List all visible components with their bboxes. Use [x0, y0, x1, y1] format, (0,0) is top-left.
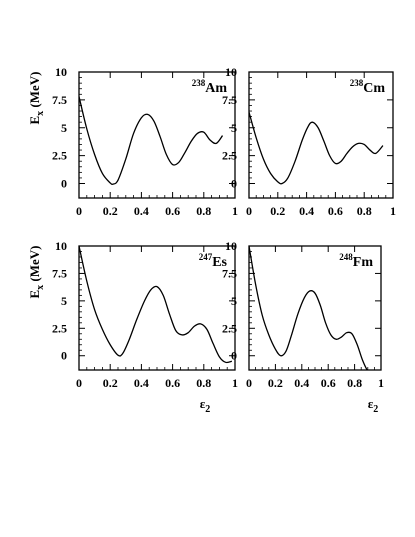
y-tick-label: 5 [231, 294, 237, 308]
y-tick-label: 0 [231, 349, 237, 363]
x-tick-label: 0.2 [103, 204, 118, 218]
x-tick-label: 0.2 [268, 376, 283, 390]
nucleus-element: Cm [363, 81, 385, 96]
x-tick-label: 0.8 [196, 204, 211, 218]
y-tick-label: 0 [61, 177, 67, 191]
nucleus-mass-number: 238 [192, 78, 206, 88]
nucleus-label: 238Cm [350, 78, 386, 96]
y-tick-label: 7.5 [222, 93, 237, 107]
x-tick-label: 0.8 [357, 204, 372, 218]
x-axis-title: ε2 [200, 396, 211, 415]
y-axis-symbol: E [27, 290, 42, 299]
y-axis-title: Ex (MeV) [27, 245, 46, 298]
nucleus-label: 248Fm [339, 252, 373, 270]
y-tick-label: 0 [231, 177, 237, 191]
x-axis-title: ε2 [368, 396, 379, 415]
x-axis-symbol: ε [200, 396, 206, 411]
panel-am-238: 0 2.5 5 7.5 10 0 0.2 0.4 0.6 0.8 1 238Am Ex (MeV) [27, 65, 238, 218]
x-tick-label: 1 [390, 204, 396, 218]
energy-curve-line [79, 246, 233, 364]
nucleus-mass-number: 238 [350, 78, 364, 88]
x-tick-label: 0.4 [134, 204, 149, 218]
x-axis-symbol: ε [368, 396, 374, 411]
x-tick-label: 0.2 [103, 376, 118, 390]
panel-fm-248: 0 2.5 5 7.5 10 0 0.2 0.4 0.6 0.8 1 248Fm ε2 [222, 239, 384, 415]
panel-cm-238: 0 2.5 5 7.5 10 0 0.2 0.4 0.6 0.8 1 238Cm [222, 65, 396, 218]
x-tick-label: 0 [76, 204, 82, 218]
y-tick-label: 10 [55, 239, 67, 253]
x-tick-label: 0.4 [294, 376, 309, 390]
y-tick-label: 5 [231, 121, 237, 135]
y-tick-label: 10 [225, 239, 237, 253]
y-tick-label: 10 [225, 65, 237, 79]
y-axis-title: Ex (MeV) [27, 71, 46, 124]
y-tick-label: 0 [61, 349, 67, 363]
nucleus-mass-number: 247 [199, 252, 213, 262]
x-tick-label: 0.6 [321, 376, 336, 390]
x-tick-label: 1 [378, 376, 384, 390]
y-tick-label: 2.5 [222, 321, 237, 335]
x-tick-label: 0 [246, 376, 252, 390]
x-tick-label: 0.6 [165, 204, 180, 218]
nucleus-label: 238Am [192, 78, 228, 96]
y-axis-unit: (MeV) [27, 245, 42, 284]
x-tick-label: 1 [232, 376, 238, 390]
x-tick-label: 0 [246, 204, 252, 218]
panel-es-247: 0 2.5 5 7.5 10 0 0.2 0.4 0.6 0.8 1 247Es Ex (MeV) ε2 [27, 239, 238, 415]
x-axis-subscript: 2 [205, 404, 210, 415]
x-tick-label: 0.8 [196, 376, 211, 390]
y-tick-label: 10 [55, 65, 67, 79]
y-axis-unit: (MeV) [27, 71, 42, 110]
y-tick-label: 5 [61, 121, 67, 135]
y-tick-label: 2.5 [52, 149, 67, 163]
x-axis-subscript: 2 [373, 404, 378, 415]
nucleus-element: Am [205, 81, 227, 96]
y-tick-label: 7.5 [222, 266, 237, 280]
nucleus-element: Fm [353, 255, 374, 270]
y-tick-label: 7.5 [52, 266, 67, 280]
x-tick-label: 0.4 [134, 376, 149, 390]
y-tick-label: 2.5 [52, 321, 67, 335]
y-axis-subscript: x [35, 285, 46, 290]
y-axis-symbol: E [27, 116, 42, 125]
x-tick-label: 0.6 [165, 376, 180, 390]
y-tick-label: 2.5 [222, 149, 237, 163]
nucleus-label: 247Es [199, 252, 228, 270]
x-tick-label: 0.2 [270, 204, 285, 218]
energy-curve-line [249, 111, 384, 185]
y-tick-label: 7.5 [52, 93, 67, 107]
energy-curve-line [249, 246, 368, 370]
x-tick-label: 0.6 [328, 204, 343, 218]
y-tick-label: 5 [61, 294, 67, 308]
nucleus-element: Es [212, 255, 227, 270]
x-tick-label: 0 [76, 376, 82, 390]
x-tick-label: 1 [232, 204, 238, 218]
energy-curve-line [79, 96, 224, 186]
nucleus-mass-number: 248 [339, 252, 353, 262]
x-tick-label: 0.4 [299, 204, 314, 218]
y-axis-subscript: x [35, 111, 46, 116]
x-tick-label: 0.8 [347, 376, 362, 390]
